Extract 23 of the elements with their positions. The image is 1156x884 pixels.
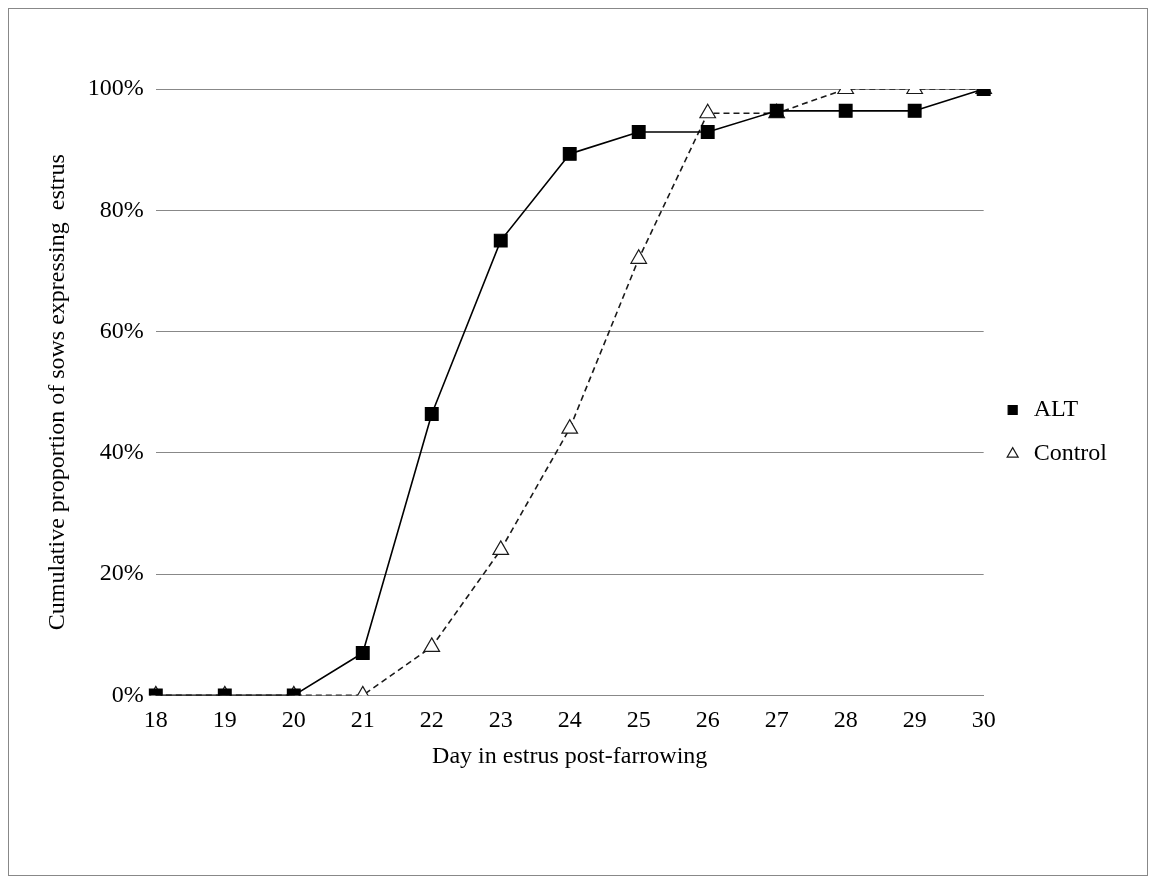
x-tick-label: 29: [902, 706, 927, 733]
x-tick-label: 20: [281, 706, 306, 733]
x-tick-label: 19: [212, 706, 237, 733]
y-tick-label: 0%: [111, 680, 144, 707]
x-tick-label: 23: [488, 706, 513, 733]
y-axis-title: Cumulative proportion of sows expressing estrus: [42, 154, 69, 631]
legend-label: Control: [1033, 439, 1108, 466]
x-tick-label: 22: [419, 706, 444, 733]
x-tick-label: 26: [695, 706, 720, 733]
y-tick-label: 80%: [99, 195, 144, 222]
legend-label: ALT: [1033, 395, 1079, 422]
x-tick-label: 27: [764, 706, 789, 733]
x-axis-title: Day in estrus post-farrowing: [432, 741, 708, 768]
y-tick-label: 60%: [99, 316, 144, 343]
y-tick-label: 20%: [99, 559, 144, 586]
y-tick-label: 100%: [87, 74, 144, 101]
x-tick-label: 21: [350, 706, 375, 733]
x-tick-label: 25: [626, 706, 651, 733]
x-tick-label: 18: [143, 706, 168, 733]
x-tick-label: 24: [557, 706, 582, 733]
x-tick-label: 28: [833, 706, 858, 733]
x-tick-label: 30: [971, 706, 996, 733]
y-tick-label: 40%: [99, 438, 144, 465]
